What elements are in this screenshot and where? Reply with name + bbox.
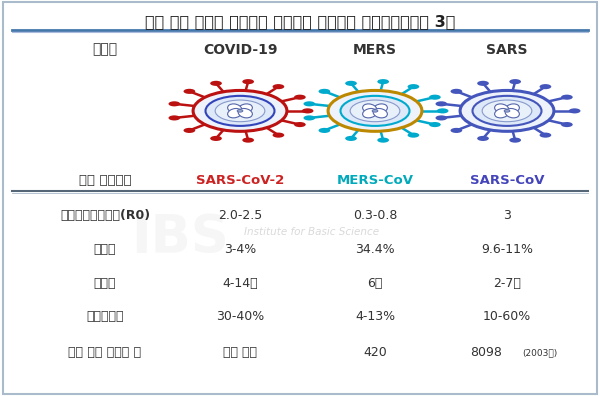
Ellipse shape xyxy=(215,100,265,122)
Ellipse shape xyxy=(451,128,462,133)
Ellipse shape xyxy=(407,133,419,138)
Ellipse shape xyxy=(477,136,489,141)
Text: 잠복기: 잠복기 xyxy=(94,277,116,289)
Ellipse shape xyxy=(328,90,422,131)
Ellipse shape xyxy=(505,109,520,118)
Ellipse shape xyxy=(302,109,313,113)
Text: 지역전파율: 지역전파율 xyxy=(86,310,124,323)
Ellipse shape xyxy=(460,90,554,131)
Ellipse shape xyxy=(509,79,521,84)
Ellipse shape xyxy=(429,122,441,127)
Ellipse shape xyxy=(227,109,242,118)
Text: 감염병: 감염병 xyxy=(92,42,118,57)
Ellipse shape xyxy=(238,104,253,113)
Text: MERS: MERS xyxy=(353,42,397,57)
Ellipse shape xyxy=(372,110,378,112)
Text: 34.4%: 34.4% xyxy=(355,243,395,256)
Ellipse shape xyxy=(473,96,542,126)
Ellipse shape xyxy=(494,104,509,113)
Text: 9.6-11%: 9.6-11% xyxy=(481,243,533,256)
Text: SARS: SARS xyxy=(486,42,528,57)
Text: SARS-CoV: SARS-CoV xyxy=(470,174,544,187)
Ellipse shape xyxy=(319,89,330,94)
Ellipse shape xyxy=(436,115,447,120)
Ellipse shape xyxy=(504,110,510,112)
Text: COVID-19: COVID-19 xyxy=(203,42,277,57)
Ellipse shape xyxy=(184,128,195,133)
Text: 매년 세계 감염자 수: 매년 세계 감염자 수 xyxy=(68,346,142,359)
Text: 치사율: 치사율 xyxy=(94,243,116,256)
Ellipse shape xyxy=(569,109,580,113)
Text: IBS: IBS xyxy=(131,211,229,264)
Ellipse shape xyxy=(272,84,284,89)
Ellipse shape xyxy=(294,95,306,100)
Ellipse shape xyxy=(341,96,409,126)
Ellipse shape xyxy=(210,136,222,141)
Ellipse shape xyxy=(561,95,573,100)
Text: MERS-CoV: MERS-CoV xyxy=(337,174,413,187)
Text: Institute for Basic Science: Institute for Basic Science xyxy=(244,227,380,237)
Ellipse shape xyxy=(482,100,532,122)
Ellipse shape xyxy=(362,104,377,113)
Ellipse shape xyxy=(184,89,195,94)
Ellipse shape xyxy=(362,109,377,118)
Ellipse shape xyxy=(242,137,254,143)
Text: 3: 3 xyxy=(503,209,511,222)
Ellipse shape xyxy=(539,133,551,138)
Ellipse shape xyxy=(373,104,388,113)
Ellipse shape xyxy=(272,133,284,138)
Ellipse shape xyxy=(304,115,315,120)
Ellipse shape xyxy=(345,136,357,141)
Text: 2-7일: 2-7일 xyxy=(493,277,521,289)
Ellipse shape xyxy=(436,101,447,107)
Text: 8098: 8098 xyxy=(470,346,502,359)
Ellipse shape xyxy=(350,100,400,122)
Ellipse shape xyxy=(210,81,222,86)
Ellipse shape xyxy=(561,122,573,127)
Ellipse shape xyxy=(319,128,330,133)
Ellipse shape xyxy=(429,95,441,100)
Ellipse shape xyxy=(345,81,357,86)
Text: 10-60%: 10-60% xyxy=(483,310,531,323)
Ellipse shape xyxy=(237,110,243,112)
Text: 2.0-2.5: 2.0-2.5 xyxy=(218,209,262,222)
Ellipse shape xyxy=(193,90,287,131)
Text: 30-40%: 30-40% xyxy=(216,310,264,323)
Text: SARS-CoV-2: SARS-CoV-2 xyxy=(196,174,284,187)
Ellipse shape xyxy=(169,101,180,107)
Ellipse shape xyxy=(227,104,242,113)
Text: 기초감염재생산비(R0): 기초감염재생산비(R0) xyxy=(60,209,150,222)
Text: 420: 420 xyxy=(363,346,387,359)
Ellipse shape xyxy=(242,79,254,84)
Ellipse shape xyxy=(377,137,389,143)
Ellipse shape xyxy=(169,115,180,120)
Ellipse shape xyxy=(437,109,448,113)
Ellipse shape xyxy=(407,84,419,89)
Text: 4-13%: 4-13% xyxy=(355,310,395,323)
Ellipse shape xyxy=(377,79,389,84)
Ellipse shape xyxy=(304,101,315,107)
Ellipse shape xyxy=(539,84,551,89)
Ellipse shape xyxy=(509,137,521,143)
Ellipse shape xyxy=(238,109,253,118)
Text: 원인 바이러스: 원인 바이러스 xyxy=(79,174,131,187)
Text: 4-14일: 4-14일 xyxy=(222,277,258,289)
Text: 0.3-0.8: 0.3-0.8 xyxy=(353,209,397,222)
Text: (2003년): (2003년) xyxy=(523,348,557,357)
Text: 3-4%: 3-4% xyxy=(224,243,256,256)
Ellipse shape xyxy=(477,81,489,86)
Text: 계속 증가: 계속 증가 xyxy=(223,346,257,359)
Text: 중증 급성 호흡기 증후군을 일으키는 대표적인 코로나바이러스 3종: 중증 급성 호흡기 증후군을 일으키는 대표적인 코로나바이러스 3종 xyxy=(145,14,455,29)
Ellipse shape xyxy=(373,109,388,118)
Ellipse shape xyxy=(505,104,520,113)
Ellipse shape xyxy=(205,96,275,126)
Text: 6일: 6일 xyxy=(367,277,383,289)
Ellipse shape xyxy=(294,122,306,127)
Ellipse shape xyxy=(494,109,509,118)
Ellipse shape xyxy=(451,89,462,94)
